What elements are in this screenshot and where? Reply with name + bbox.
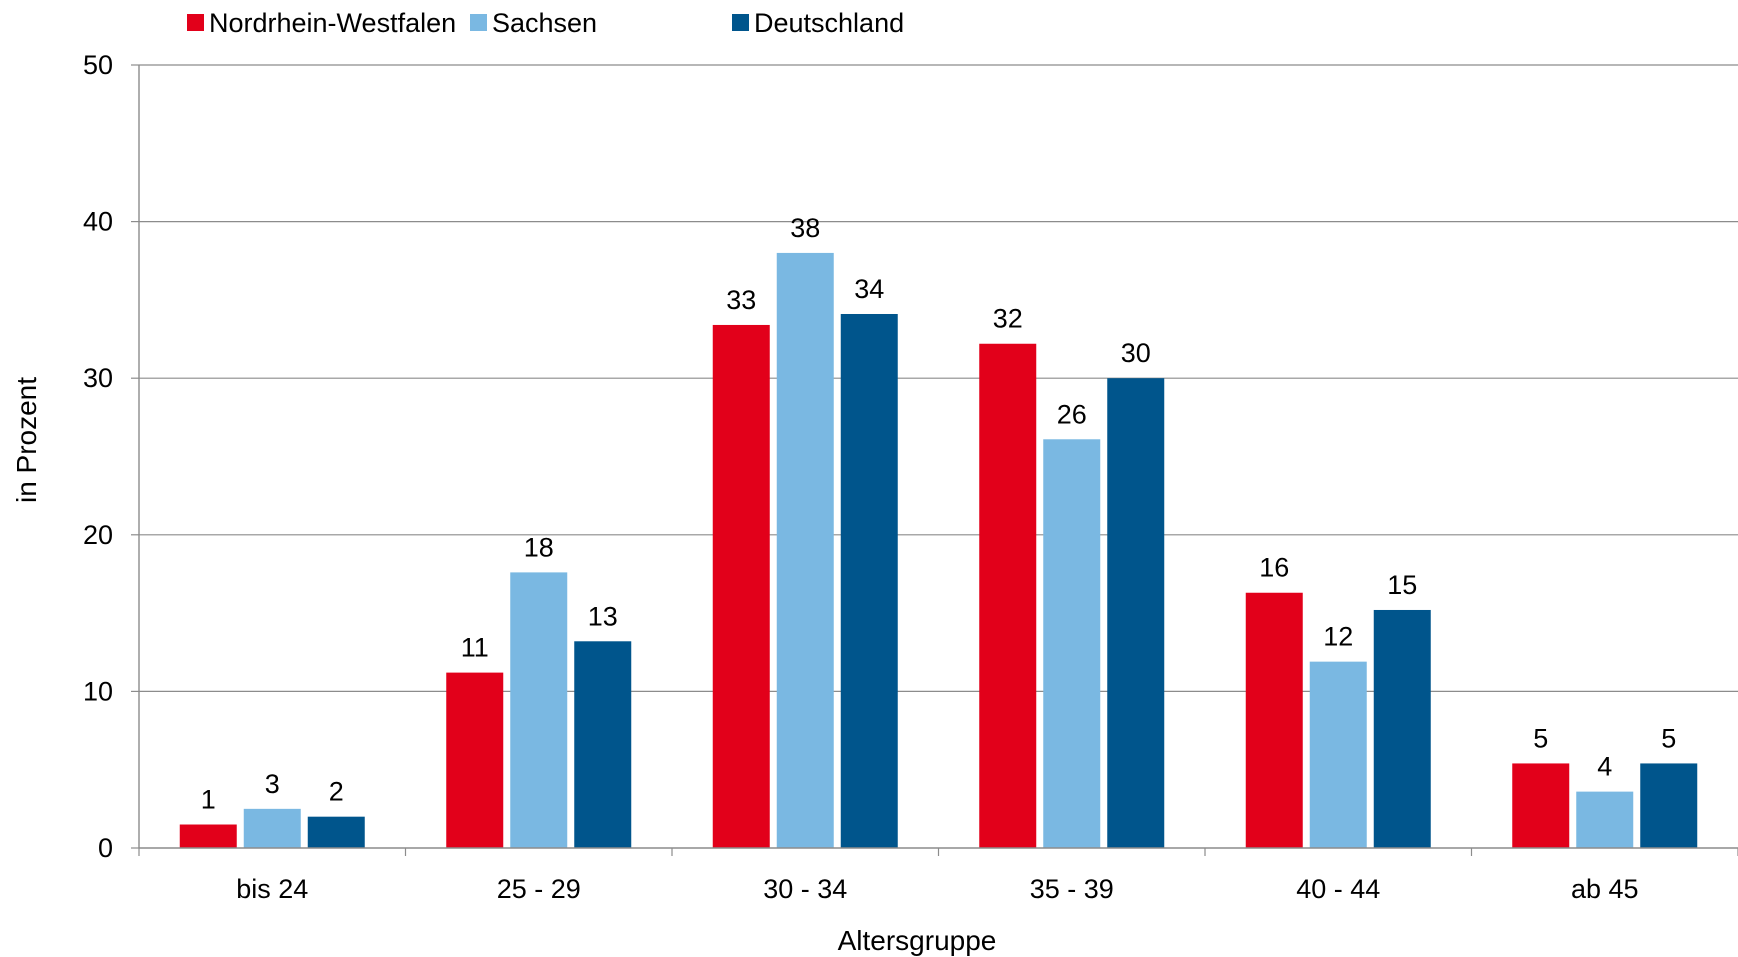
y-axis-ticks: 0 10 20 30 40 50 (83, 50, 139, 863)
data-label: 1 (201, 785, 216, 815)
bar (712, 324, 770, 848)
bar (840, 313, 898, 848)
data-label: 4 (1597, 752, 1612, 782)
x-tick-label: ab 45 (1571, 874, 1639, 904)
x-tick-label: 40 - 44 (1296, 874, 1380, 904)
bar (1373, 609, 1431, 848)
data-label: 18 (524, 532, 554, 562)
data-label: 38 (790, 213, 820, 243)
legend-swatch (187, 14, 204, 31)
data-label: 11 (461, 633, 489, 663)
bar (574, 641, 632, 848)
x-tick-label: bis 24 (236, 874, 308, 904)
x-tick-label: 25 - 29 (497, 874, 581, 904)
bar (1309, 661, 1367, 848)
y-tick-label: 0 (98, 833, 113, 863)
y-tick-label: 50 (83, 50, 113, 80)
axes (138, 65, 1738, 849)
bar (179, 824, 237, 848)
bar (1640, 763, 1698, 848)
y-tick-label: 40 (83, 207, 113, 237)
y-tick-label: 30 (83, 363, 113, 393)
bar (1245, 592, 1303, 848)
y-tick-label: 20 (83, 520, 113, 550)
bar (1043, 439, 1101, 848)
gridlines (139, 64, 1738, 693)
bar (307, 816, 365, 848)
data-label: 5 (1661, 723, 1676, 753)
legend-swatch (732, 14, 749, 31)
x-tick-label: 30 - 34 (763, 874, 847, 904)
x-tick-label: 35 - 39 (1030, 874, 1114, 904)
data-label: 16 (1259, 553, 1289, 583)
x-axis-title: Altersgruppe (838, 925, 997, 956)
x-axis-ticks: bis 24 25 - 29 30 - 34 35 - 39 40 - 44 ab 45 (138, 848, 1738, 904)
legend: Nordrhein-Westfalen Sachsen Deutschland (187, 8, 904, 38)
bars (179, 252, 1698, 849)
data-label: 34 (854, 274, 884, 304)
data-label: 26 (1057, 399, 1087, 429)
y-tick-label: 10 (83, 676, 113, 706)
bar (243, 808, 301, 848)
data-label: 33 (726, 285, 756, 315)
data-label: 3 (265, 769, 280, 799)
data-label: 12 (1323, 622, 1353, 652)
legend-swatch (470, 14, 487, 31)
bar (979, 343, 1037, 848)
data-label: 15 (1387, 570, 1417, 600)
data-label: 32 (993, 304, 1023, 334)
data-label: 5 (1533, 723, 1548, 753)
y-axis-title: in Prozent (11, 377, 42, 503)
bar (776, 252, 834, 849)
legend-label: Sachsen (492, 8, 597, 38)
bar (446, 672, 504, 848)
bar (1512, 763, 1570, 848)
data-label: 30 (1121, 338, 1151, 368)
bar (510, 572, 568, 848)
bar (1107, 378, 1165, 848)
legend-label: Nordrhein-Westfalen (209, 8, 456, 38)
bar (1576, 791, 1634, 848)
data-label: 13 (588, 601, 618, 631)
legend-label: Deutschland (754, 8, 904, 38)
data-label: 2 (329, 777, 344, 807)
